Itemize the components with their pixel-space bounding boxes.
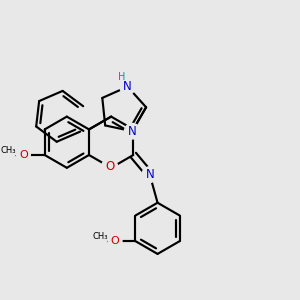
Text: N: N bbox=[146, 168, 154, 181]
Text: H: H bbox=[118, 72, 125, 82]
Text: CH₃: CH₃ bbox=[92, 232, 108, 241]
Circle shape bbox=[1, 142, 16, 158]
Circle shape bbox=[108, 234, 122, 248]
Text: O: O bbox=[19, 150, 28, 160]
Circle shape bbox=[116, 72, 127, 83]
Circle shape bbox=[124, 123, 140, 139]
Text: CH₃: CH₃ bbox=[0, 146, 16, 155]
Text: N: N bbox=[128, 125, 136, 138]
Circle shape bbox=[93, 229, 108, 244]
Text: N: N bbox=[123, 80, 132, 93]
Circle shape bbox=[16, 148, 30, 162]
Circle shape bbox=[120, 79, 135, 94]
Circle shape bbox=[142, 167, 158, 182]
Text: O: O bbox=[105, 160, 114, 173]
Circle shape bbox=[102, 158, 117, 174]
Text: O: O bbox=[111, 236, 119, 246]
